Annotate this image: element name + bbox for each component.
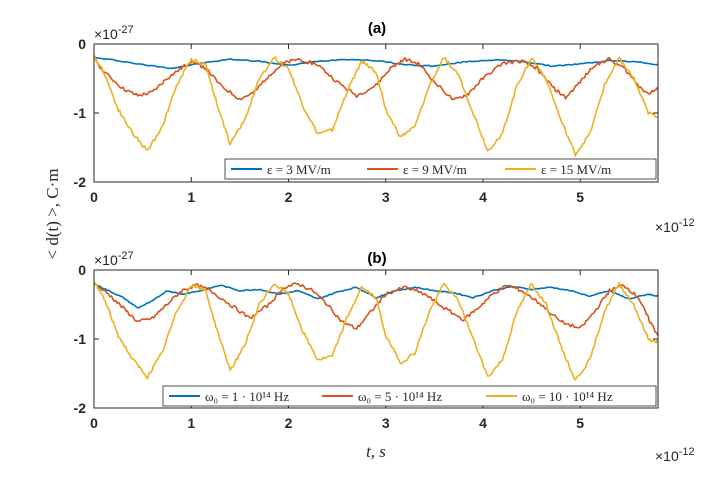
panel-a-legend-label-3: ε = 15 MV/m	[541, 162, 611, 177]
panel-a-series	[93, 54, 659, 157]
panel-b-x-axis-label: t, s	[366, 442, 386, 461]
panel-b-series-3-line	[93, 281, 659, 381]
panel-b-series	[93, 281, 659, 381]
panel-b-x-tick-label: 2	[285, 415, 293, 431]
panel-a-legend-box	[224, 158, 657, 180]
panel-b-title: (b)	[367, 250, 386, 267]
panel-b: (b) ×10-27 0 1 2 3 4 5 0 -1 -2 t, s ×10-12 ω₀ = …	[74, 250, 695, 464]
y-axis-label: < d(t) >, C·m	[43, 169, 62, 260]
panel-b-y-tick-label: -2	[74, 400, 87, 416]
panel-a-x-tick-label: 4	[479, 189, 487, 205]
panel-b-legend-box	[162, 385, 657, 407]
panel-b-legend: ω₀ = 1 · 10¹⁴ Hz ω₀ = 5 · 10¹⁴ Hz ω₀ = 1…	[162, 385, 657, 407]
panel-b-legend-label-1: ω₀ = 1 · 10¹⁴ Hz	[205, 389, 289, 404]
panel-a-x-tick-label: 1	[187, 189, 195, 205]
panel-a-series-2-line	[93, 55, 659, 101]
panel-b-x-multiplier: ×10-12	[655, 446, 695, 464]
panel-a-series-1-line	[93, 56, 659, 70]
panel-b-y-tick-label: -1	[74, 331, 87, 347]
panel-a-x-tick-label: 0	[90, 189, 98, 205]
panel-a-x-tick-label: 2	[285, 189, 293, 205]
panel-b-ticks: 0 1 2 3 4 5 0 -1 -2	[74, 262, 658, 431]
panel-a-x-tick-label: 3	[382, 189, 390, 205]
panel-a-y-tick-label: -2	[74, 174, 87, 190]
panel-b-y-multiplier: ×10-27	[94, 250, 134, 268]
panel-a-legend-label-2: ε = 9 MV/m	[403, 162, 467, 177]
panel-a-legend: ε = 3 MV/m ε = 9 MV/m ε = 15 MV/m	[224, 158, 657, 180]
panel-a-x-multiplier: ×10-12	[655, 217, 695, 235]
panel-a-y-tick-label: 0	[78, 36, 86, 52]
panel-b-series-1-line	[93, 283, 659, 309]
panel-b-legend-label-3: ω₀ = 10 · 10¹⁴ Hz	[522, 389, 613, 404]
panel-b-legend-label-2: ω₀ = 5 · 10¹⁴ Hz	[358, 389, 442, 404]
panel-b-x-tick-label: 4	[479, 415, 487, 431]
panel-b-x-tick-label: 3	[382, 415, 390, 431]
panel-b-y-tick-label: 0	[78, 262, 86, 278]
panel-a-series-3-line	[93, 54, 659, 157]
panel-b-x-tick-label: 5	[576, 415, 584, 431]
panel-a-legend-label-1: ε = 3 MV/m	[267, 162, 331, 177]
panel-a-x-tick-label: 5	[576, 189, 584, 205]
panel-b-x-tick-label: 0	[90, 415, 98, 431]
panel-a-title: (a)	[368, 20, 386, 37]
panel-a-y-multiplier: ×10-27	[94, 24, 134, 42]
panel-b-series-2-line	[93, 282, 659, 336]
panel-a-ticks: 0 1 2 3 4 5 0 -1 -2	[74, 36, 658, 205]
panel-a: (a) ×10-27 0 1 2 3 4 5 0 -1 -2 ×10-12 ε = 3 MV/m…	[74, 20, 695, 235]
panel-b-x-tick-label: 1	[187, 415, 195, 431]
panel-a-y-tick-label: -1	[74, 105, 87, 121]
